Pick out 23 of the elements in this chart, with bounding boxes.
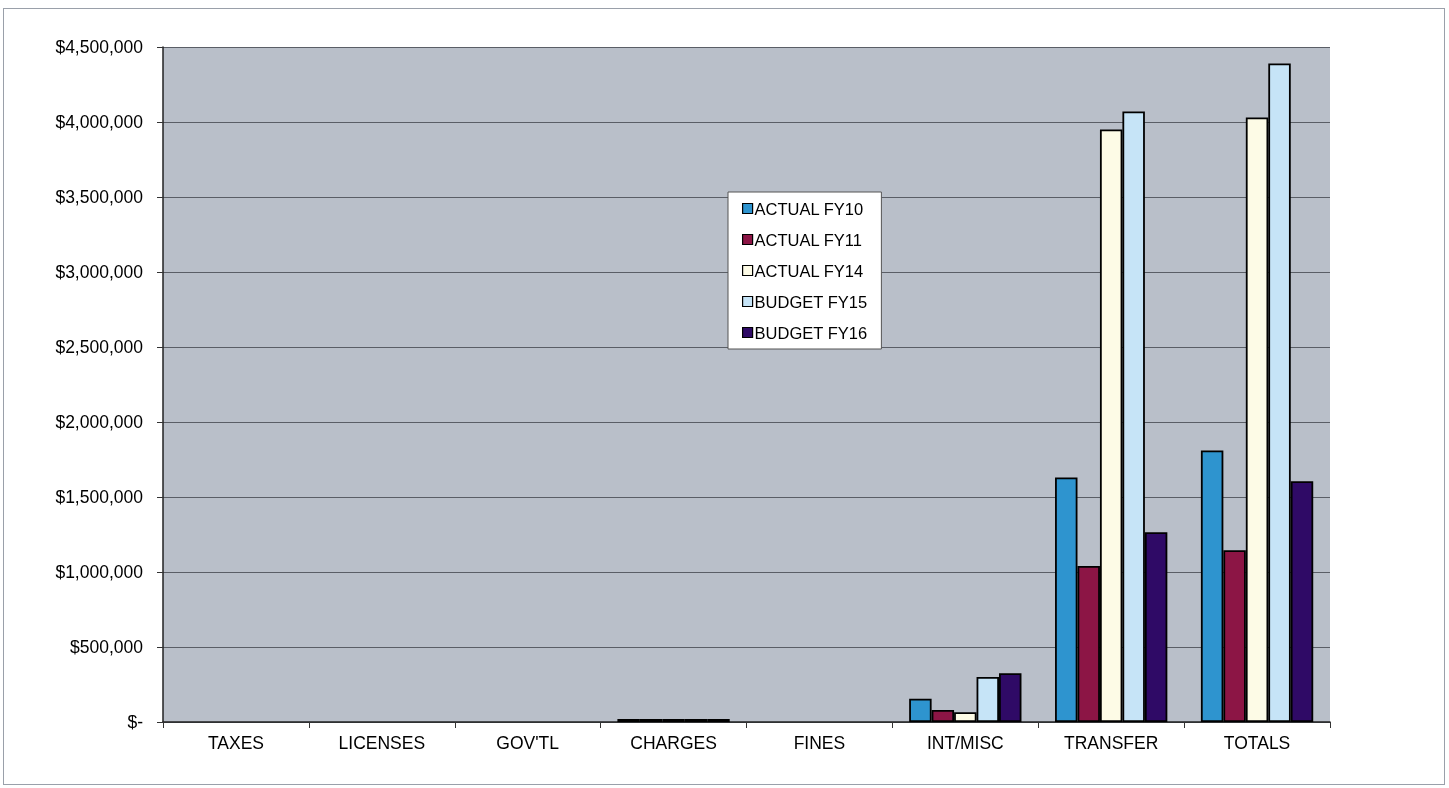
x-tick-label: CHARGES [630, 733, 717, 753]
x-tick-label: LICENSES [338, 733, 426, 753]
x-tick-label: INT/MISC [926, 733, 1004, 753]
y-tick-label: $4,500,000 [55, 37, 144, 57]
y-tick-label: $3,500,000 [55, 187, 144, 207]
x-tick-label: FINES [793, 733, 846, 753]
y-tick-label: $3,000,000 [55, 262, 144, 282]
x-tick-label: TAXES [207, 733, 264, 753]
legend-label: BUDGET FY16 [754, 323, 868, 342]
y-tick-label: $- [127, 712, 144, 732]
y-tick-label: $4,000,000 [55, 112, 144, 132]
y-tick-label: $1,000,000 [55, 562, 144, 582]
x-tick-label: GOV'TL [496, 733, 560, 753]
y-tick-label: $1,500,000 [55, 487, 144, 507]
legend-label: BUDGET FY15 [754, 292, 868, 311]
x-tick-label: TRANSFER [1064, 733, 1159, 753]
legend-label: ACTUAL FY11 [754, 230, 862, 249]
legend-label: ACTUAL FY14 [754, 261, 864, 280]
y-tick-label: $500,000 [70, 637, 144, 657]
y-tick-label: $2,000,000 [55, 412, 144, 432]
x-tick-label: TOTALS [1223, 733, 1291, 753]
legend-label: ACTUAL FY10 [754, 199, 864, 218]
y-tick-label: $2,500,000 [55, 337, 144, 357]
